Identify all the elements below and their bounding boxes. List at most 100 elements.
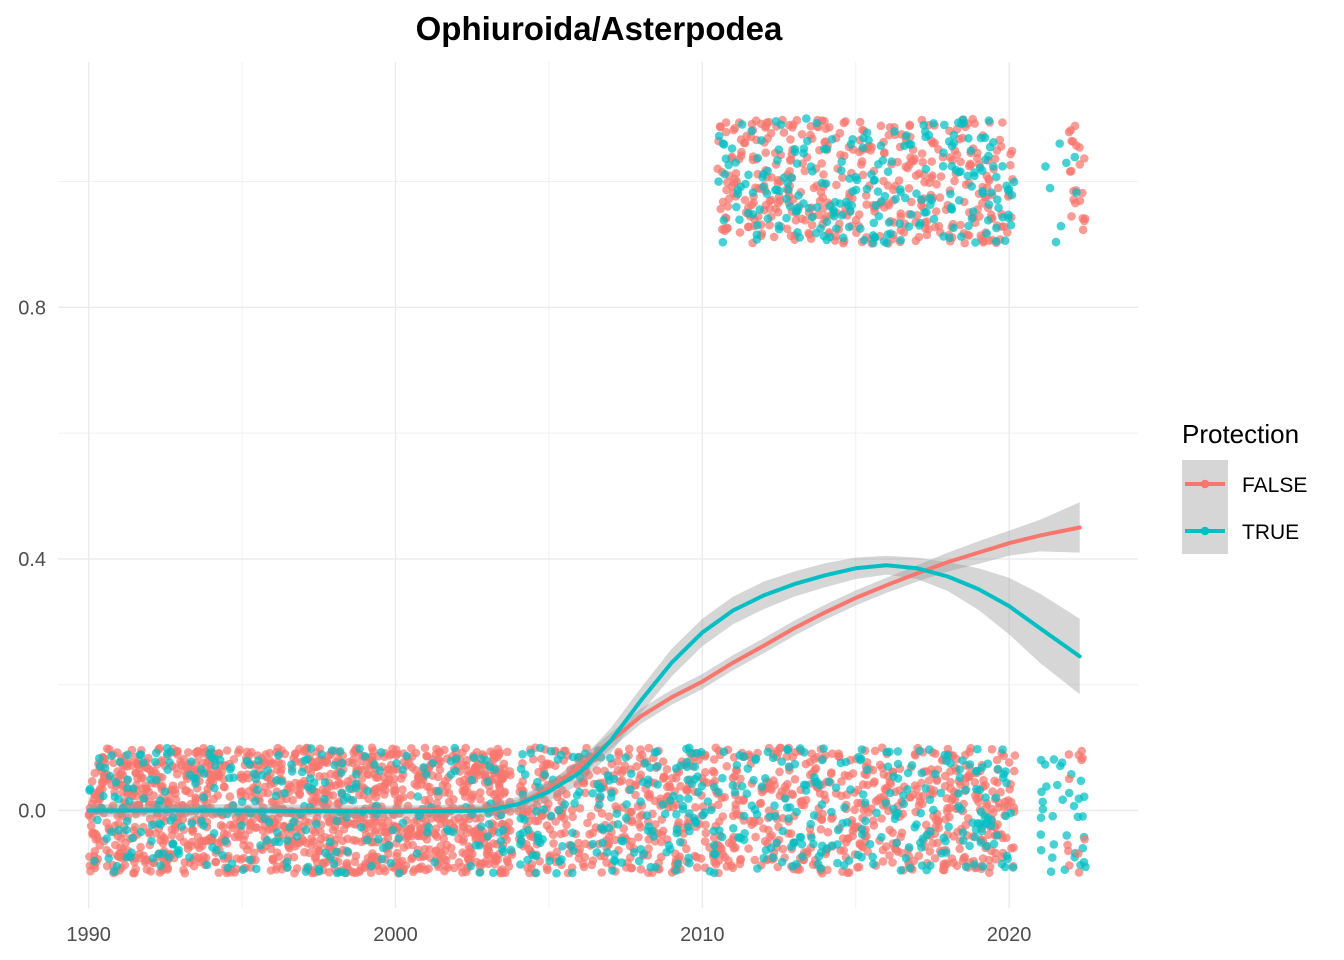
data-point-true — [518, 790, 528, 799]
data-point-false — [664, 780, 674, 790]
data-point-false — [984, 830, 993, 840]
data-point-false — [560, 828, 570, 838]
data-point-false — [970, 778, 980, 787]
data-point-false — [736, 774, 745, 784]
data-point-true — [367, 861, 376, 871]
data-point-true — [782, 194, 791, 204]
data-point-false — [449, 816, 459, 825]
data-point-true — [535, 783, 544, 792]
data-point-true — [872, 808, 881, 818]
axis-ticks: 1990 2000 2010 2020 0.0 0.4 0.8 — [18, 297, 1031, 946]
data-point-true — [903, 768, 913, 778]
data-point-false — [184, 748, 193, 757]
data-point-true — [264, 817, 274, 827]
data-point-true — [735, 215, 744, 224]
data-point-false — [858, 170, 868, 180]
data-point-true — [918, 834, 928, 843]
data-point-true — [711, 849, 720, 859]
data-point-true — [921, 132, 930, 142]
data-point-true — [107, 827, 116, 837]
data-point-true — [1079, 857, 1089, 867]
data-point-false — [993, 820, 1002, 829]
data-point-false — [444, 788, 454, 798]
data-point-true — [747, 126, 756, 136]
data-point-false — [931, 207, 941, 216]
data-point-false — [985, 868, 994, 877]
legend: Protection FALSE TRUE — [1182, 419, 1307, 554]
data-point-true — [831, 783, 841, 792]
data-point-false — [379, 812, 388, 822]
data-point-false — [978, 238, 988, 247]
data-point-true — [325, 837, 335, 847]
data-point-false — [588, 856, 598, 865]
data-point-true — [842, 818, 852, 827]
data-point-true — [209, 829, 219, 838]
data-point-true — [906, 140, 916, 149]
data-point-false — [974, 797, 983, 807]
data-point-true — [177, 822, 186, 831]
data-point-true — [939, 232, 948, 241]
data-point-true — [829, 212, 839, 221]
data-point-false — [941, 859, 950, 868]
data-point-false — [371, 773, 381, 782]
data-point-true — [1072, 188, 1081, 197]
data-point-true — [608, 866, 617, 875]
data-point-true — [329, 859, 339, 869]
data-point-true — [761, 774, 770, 783]
data-point-true — [675, 794, 684, 803]
data-point-false — [300, 847, 309, 857]
data-point-true — [484, 819, 494, 829]
data-point-true — [202, 860, 212, 870]
data-point-true — [684, 822, 693, 832]
data-point-true — [987, 188, 996, 197]
data-point-false — [120, 860, 130, 870]
data-point-false — [219, 782, 229, 791]
data-point-false — [905, 160, 914, 169]
data-point-true — [496, 836, 506, 846]
data-point-true — [558, 842, 567, 851]
data-point-true — [672, 828, 682, 838]
data-point-true — [896, 235, 905, 245]
data-point-true — [1036, 813, 1046, 822]
data-point-false — [694, 755, 704, 765]
data-point-false — [710, 857, 719, 867]
data-point-false — [769, 232, 779, 242]
data-point-false — [897, 828, 907, 838]
data-point-true — [394, 834, 404, 843]
data-point-true — [109, 867, 119, 876]
data-point-true — [732, 202, 741, 212]
data-point-true — [739, 811, 749, 821]
data-point-false — [918, 799, 927, 808]
data-point-true — [506, 845, 516, 855]
data-point-false — [850, 823, 859, 833]
data-point-true — [215, 755, 225, 765]
data-point-true — [518, 828, 528, 838]
data-point-true — [221, 836, 230, 846]
data-point-true — [822, 217, 832, 227]
data-point-true — [804, 203, 814, 213]
data-point-true — [412, 849, 422, 858]
data-point-true — [516, 860, 525, 869]
data-point-false — [950, 176, 959, 186]
data-point-true — [272, 776, 281, 785]
data-point-false — [911, 236, 921, 246]
data-point-false — [403, 801, 413, 811]
data-point-false — [992, 755, 1002, 765]
data-point-true — [958, 756, 967, 765]
data-point-false — [575, 804, 585, 813]
data-point-false — [854, 862, 864, 872]
data-point-false — [109, 758, 118, 768]
data-point-true — [283, 836, 292, 845]
data-point-false — [490, 855, 499, 865]
data-point-false — [946, 777, 955, 787]
data-point-true — [837, 166, 846, 175]
data-point-false — [750, 855, 760, 865]
data-point-false — [1003, 228, 1012, 237]
data-point-true — [747, 801, 757, 810]
data-point-false — [709, 755, 719, 764]
data-point-false — [713, 164, 722, 174]
data-point-true — [105, 771, 115, 781]
data-point-true — [251, 864, 261, 874]
data-point-true — [917, 195, 926, 204]
data-point-false — [931, 749, 940, 758]
